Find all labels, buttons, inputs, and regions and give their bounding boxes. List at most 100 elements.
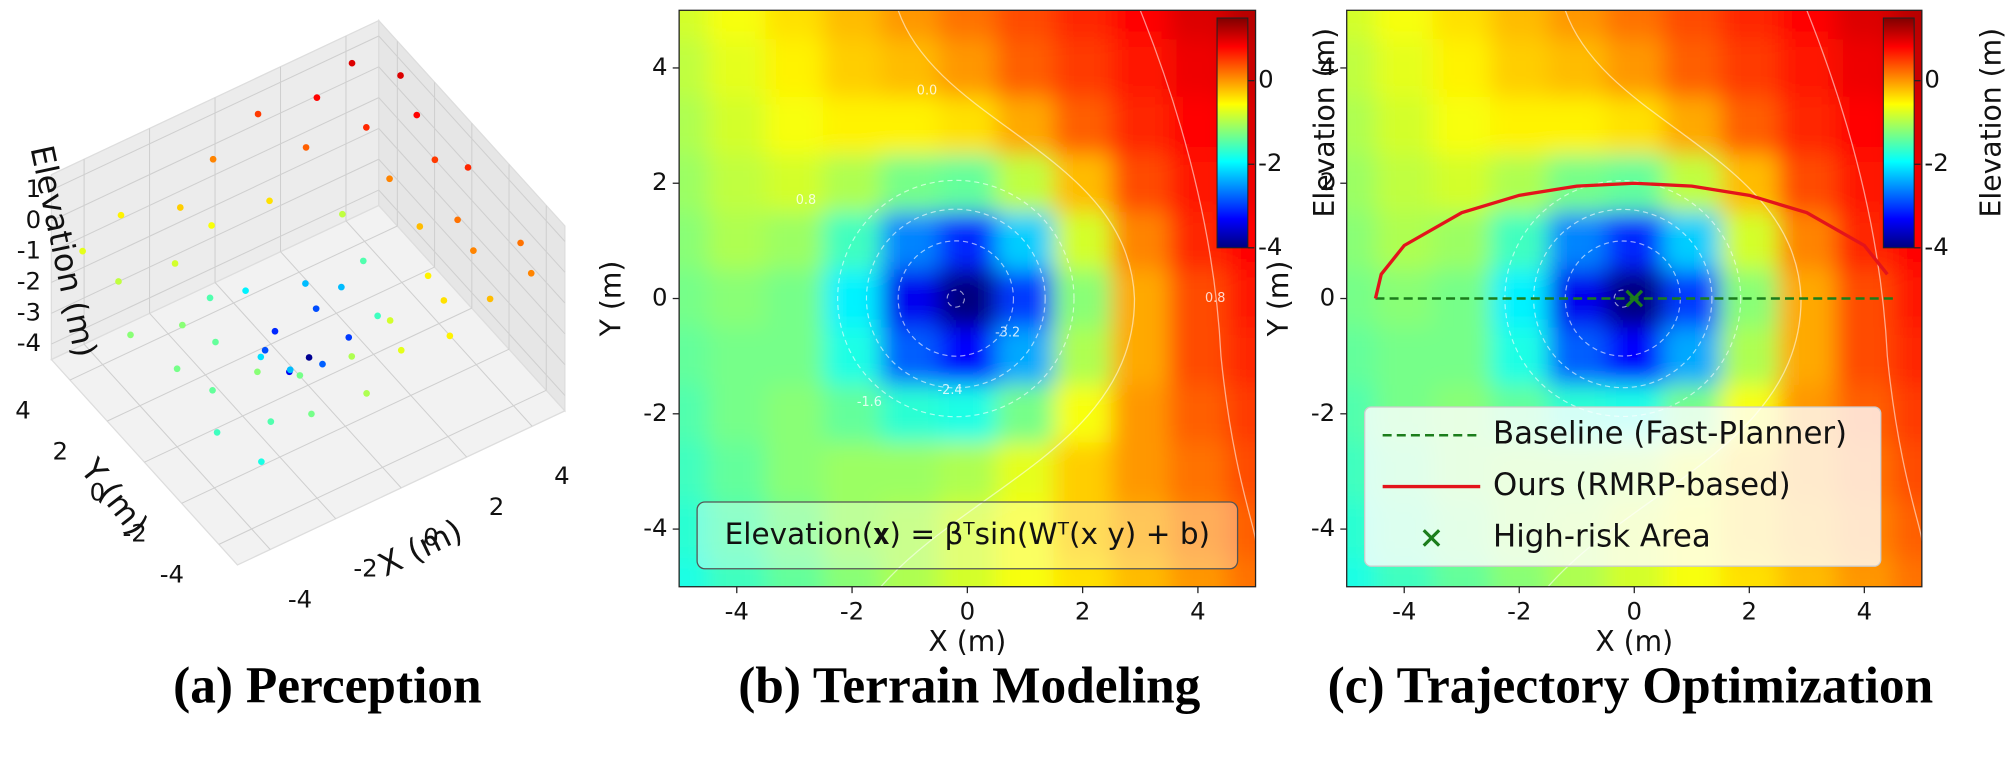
- heatmap-cell: [880, 10, 940, 40]
- heatmap-cell: [707, 442, 767, 501]
- heatmap-cell: [1111, 96, 1170, 156]
- colorbar-tick-label: 0: [1258, 65, 1274, 94]
- heatmap-cell: [765, 500, 824, 559]
- heatmap-cell: [1111, 500, 1170, 559]
- point: [209, 386, 216, 394]
- heatmap-cell: [707, 154, 767, 213]
- heatmap-cell: [1605, 96, 1664, 156]
- heatmap-cell: [1111, 269, 1170, 328]
- point: [127, 331, 134, 339]
- contour: [880, 10, 1136, 587]
- heatmap-cell: [823, 10, 882, 40]
- heatmap-cell: [1169, 327, 1228, 386]
- heatmap-cell: [1226, 327, 1256, 386]
- z-tick-label: 1: [26, 174, 42, 203]
- heatmap-cell: [707, 39, 767, 98]
- point: [267, 418, 275, 425]
- heatmap-cell: [1169, 384, 1228, 444]
- heatmap-cell: [765, 96, 824, 156]
- heatmap-cell: [1111, 10, 1170, 40]
- point: [208, 222, 215, 229]
- heatmap-cell: [707, 96, 767, 156]
- x-axis-label: X (m): [372, 511, 468, 584]
- heatmap-cell: [1835, 327, 1894, 386]
- heatmap-cell: [1053, 10, 1113, 40]
- point: [416, 223, 424, 230]
- point: [397, 346, 405, 354]
- grid-line: [51, 158, 379, 314]
- point: [176, 204, 184, 211]
- legend: Baseline (Fast-Planner) Ours (RMRP-based)…: [1364, 406, 1882, 567]
- heatmap-cell: [1490, 154, 1549, 213]
- x-tick-label: 0: [423, 523, 439, 552]
- point: [171, 260, 179, 267]
- x-tick-label: -2: [353, 554, 377, 583]
- heatmap-cell: [880, 96, 940, 156]
- contour-label: -3.2: [995, 326, 1020, 341]
- x-tick-label: 0: [1627, 596, 1643, 625]
- point: [413, 111, 421, 119]
- heatmap-cell: [1053, 212, 1113, 271]
- heatmap-cell: [938, 269, 997, 328]
- heatmap-cell: [1111, 327, 1170, 386]
- colorbar-tick-label: -2: [1258, 148, 1282, 177]
- heatmap-cell: [1778, 327, 1837, 386]
- heatmap-cell: [938, 442, 997, 501]
- legend-symbol: [1422, 529, 1441, 547]
- heatmap-cell: [1720, 327, 1779, 386]
- y-tick-label: 0: [1320, 283, 1336, 312]
- grid-line: [378, 35, 566, 242]
- point: [271, 327, 279, 335]
- y-tick-label: -4: [643, 513, 667, 542]
- point: [212, 338, 219, 346]
- grid-line: [51, 189, 379, 345]
- legend-box: [1364, 406, 1882, 567]
- heatmap-cell: [1226, 500, 1256, 559]
- grid-line: [378, 97, 566, 304]
- y-tick-label: -4: [160, 560, 184, 589]
- heatmap-cell: [1053, 269, 1113, 328]
- heatmap-cell: [1111, 39, 1170, 98]
- y-tick-label: -2: [123, 519, 147, 548]
- heatmap-cell: [880, 557, 940, 587]
- heatmap-cell: [996, 154, 1055, 213]
- annotation: Elevation(𝐱) = βᵀsin(Wᵀ(x y) + b): [725, 517, 1210, 551]
- heatmap-cell: [1778, 154, 1837, 213]
- heatmap-cell: [1346, 327, 1377, 386]
- heatmap-cell: [1605, 10, 1664, 40]
- heatmap-cell: [679, 39, 709, 98]
- grid-line: [181, 348, 510, 504]
- heatmap-cell: [1346, 10, 1377, 40]
- heatmap-cell: [938, 500, 997, 559]
- heatmap-cell: [1720, 154, 1779, 213]
- heatmap-cell: [1548, 39, 1607, 98]
- heatmap-cell: [765, 442, 824, 501]
- heatmap-cell: [1432, 39, 1492, 98]
- x-tick-label: -4: [725, 596, 749, 625]
- heatmap-cell: [1893, 327, 1922, 386]
- heatmap-cell: [707, 384, 767, 444]
- grid-line: [378, 128, 566, 335]
- heatmap-cell: [765, 384, 824, 444]
- heatmap-cell: [823, 557, 882, 587]
- point: [362, 124, 370, 131]
- heatmap-cell: [679, 384, 709, 444]
- heatmap-cell: [1720, 96, 1779, 156]
- point: [464, 164, 472, 171]
- grid-line: [51, 97, 379, 253]
- heatmap-cell: [1053, 39, 1113, 98]
- y-tick-label: 4: [652, 52, 668, 81]
- point: [206, 294, 214, 302]
- heatmap-cell: [1490, 10, 1549, 40]
- heatmap-cell: [1432, 327, 1492, 386]
- y-tick-label: -4: [1311, 513, 1335, 542]
- heatmap-cell: [1893, 557, 1922, 587]
- heatmap-cell: [1490, 96, 1549, 156]
- point: [313, 94, 321, 101]
- heatmap-cell: [1053, 384, 1113, 444]
- heatmap-cell: [938, 384, 997, 444]
- point: [339, 210, 346, 218]
- y-axis-label: Y (m): [594, 261, 627, 338]
- heatmap-cell: [1663, 10, 1722, 40]
- point: [258, 458, 265, 466]
